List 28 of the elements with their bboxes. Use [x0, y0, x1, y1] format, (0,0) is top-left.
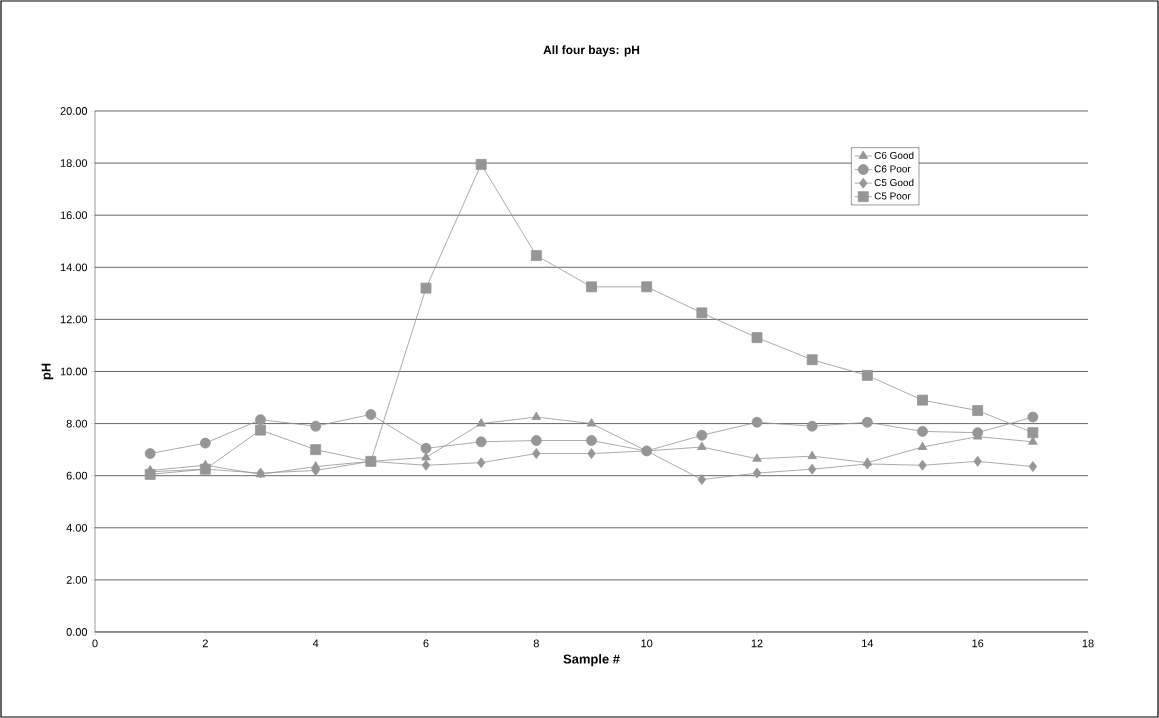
y-axis-title: pH — [41, 363, 54, 380]
chart-title: All four bays: pH — [543, 45, 640, 57]
x-tick-label: 16 — [972, 639, 984, 648]
y-tick-label: 14.00 — [60, 263, 88, 272]
y-tick-label: 8.00 — [66, 419, 88, 428]
y-tick-label: 18.00 — [60, 159, 88, 167]
x-tick-label: 4 — [312, 639, 319, 648]
y-tick-label: 2.00 — [66, 576, 88, 584]
x-tick-label: 12 — [751, 639, 763, 648]
legend-label: C6 Good — [874, 151, 914, 159]
x-tick-label: 14 — [862, 639, 874, 648]
y-tick-label: 10.00 — [60, 367, 88, 376]
legend-label: C5 Poor — [874, 192, 911, 200]
y-tick-label: 12.00 — [60, 315, 88, 324]
x-tick-label: 2 — [202, 639, 208, 648]
y-tick-label: 16.00 — [60, 211, 88, 220]
y-tick-label: 4.00 — [66, 523, 88, 532]
x-tick-label: 0 — [92, 639, 98, 648]
x-tick-label: 10 — [641, 639, 653, 648]
legend-label: C6 Poor — [874, 165, 911, 173]
x-axis-title: Sample # — [563, 654, 620, 667]
x-tick-label: 18 — [1082, 639, 1094, 648]
legend-label: C5 Good — [874, 178, 914, 187]
x-tick-label: 8 — [533, 639, 539, 648]
x-tick-label: 6 — [423, 639, 429, 648]
y-tick-label: 20.00 — [60, 107, 88, 115]
y-tick-label: 0.00 — [66, 628, 88, 636]
y-tick-label: 6.00 — [66, 471, 88, 480]
